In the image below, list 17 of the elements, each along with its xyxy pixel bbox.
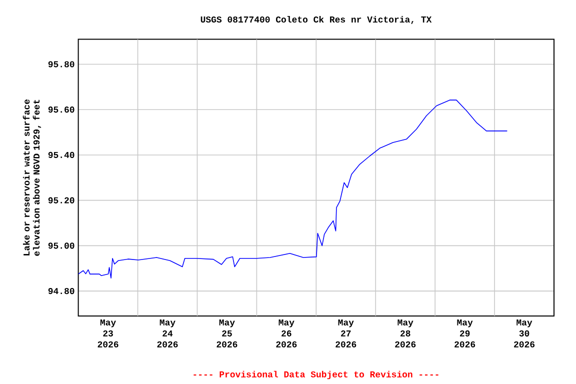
y-tick-label: 95.60 — [48, 106, 74, 113]
y-tick-label: 94.80 — [48, 288, 74, 294]
chart-title: USGS 08177400 Coleto Ck Res nr Victoria, TX — [200, 16, 432, 24]
x-tick-label: May 30 2026 — [514, 320, 535, 348]
x-tick-label: May 29 2026 — [454, 320, 476, 348]
x-tick-label: May 27 2026 — [336, 320, 356, 348]
x-tick-label: May 28 2026 — [395, 320, 416, 348]
x-tick-label: May 24 2026 — [157, 320, 178, 348]
x-tick-label: May 26 2026 — [276, 320, 297, 348]
x-tick-label: May 25 2026 — [216, 320, 238, 348]
text: ---- Provisional Data Subject to Revision ---- — [194, 370, 438, 380]
x-tick-label: May 23 2026 — [98, 320, 118, 348]
y-tick-label: 95.00 — [48, 242, 74, 249]
y-tick-label: 95.80 — [48, 61, 74, 68]
y-tick-label: 95.40 — [48, 152, 74, 158]
y-tick-label: 95.20 — [48, 197, 74, 204]
y-axis-title: Lake or reservoir water surface elevation above NGVD 1929, feet — [22, 100, 42, 256]
